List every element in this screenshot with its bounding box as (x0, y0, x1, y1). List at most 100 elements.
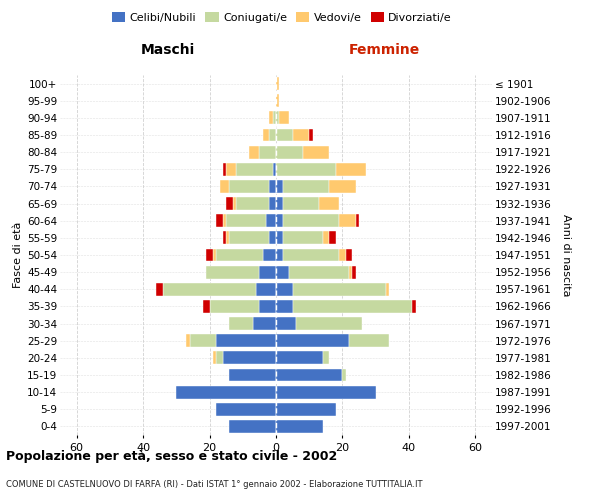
Bar (216, 352, 223, 364)
Bar (276, 420, 323, 433)
Bar (226, 214, 266, 227)
Bar (339, 214, 356, 227)
Legend: Celibi/Nubili, Coniugati/e, Vedovi/e, Divorziati/e: Celibi/Nubili, Coniugati/e, Vedovi/e, Di… (107, 8, 457, 28)
Bar (223, 214, 226, 227)
Bar (163, 283, 256, 296)
Bar (269, 232, 276, 244)
Bar (356, 214, 359, 227)
Bar (259, 146, 276, 158)
Bar (259, 266, 276, 278)
Bar (263, 248, 276, 262)
Bar (216, 334, 276, 347)
Bar (293, 128, 309, 141)
Bar (276, 180, 283, 193)
Y-axis label: Anni di nascita: Anni di nascita (561, 214, 571, 296)
Bar (339, 248, 346, 262)
Bar (346, 248, 352, 262)
Bar (236, 197, 269, 210)
Bar (349, 266, 352, 278)
Bar (296, 317, 362, 330)
Bar (276, 128, 293, 141)
Bar (213, 352, 216, 364)
Bar (216, 248, 263, 262)
Bar (266, 214, 276, 227)
Bar (157, 283, 163, 296)
Bar (269, 128, 276, 141)
Bar (276, 266, 289, 278)
Text: Maschi: Maschi (141, 44, 195, 58)
Bar (412, 300, 416, 313)
Bar (213, 248, 216, 262)
Bar (276, 352, 323, 364)
Bar (276, 300, 293, 313)
Bar (329, 232, 336, 244)
Bar (276, 94, 280, 107)
Bar (289, 266, 349, 278)
Bar (336, 163, 366, 175)
Bar (206, 248, 213, 262)
Bar (216, 214, 223, 227)
Bar (293, 283, 386, 296)
Bar (220, 180, 229, 193)
Bar (276, 197, 283, 210)
Bar (190, 334, 216, 347)
Bar (283, 214, 339, 227)
Bar (343, 368, 346, 382)
Bar (272, 112, 276, 124)
Bar (263, 128, 269, 141)
Bar (283, 180, 329, 193)
Bar (276, 248, 283, 262)
Bar (349, 334, 389, 347)
Bar (352, 266, 356, 278)
Bar (272, 163, 276, 175)
Bar (276, 386, 376, 398)
Bar (223, 163, 226, 175)
Bar (259, 300, 276, 313)
Bar (283, 248, 339, 262)
Bar (176, 386, 276, 398)
Bar (233, 197, 236, 210)
Bar (276, 146, 302, 158)
Text: COMUNE DI CASTELNUOVO DI FARFA (RI) - Dati ISTAT 1° gennaio 2002 - Elaborazione : COMUNE DI CASTELNUOVO DI FARFA (RI) - Da… (6, 480, 422, 489)
Bar (323, 232, 329, 244)
Bar (309, 128, 313, 141)
Bar (276, 232, 283, 244)
Bar (223, 352, 276, 364)
Bar (319, 197, 339, 210)
Bar (280, 112, 289, 124)
Bar (269, 180, 276, 193)
Bar (276, 112, 280, 124)
Bar (256, 283, 276, 296)
Bar (276, 334, 349, 347)
Bar (253, 317, 276, 330)
Y-axis label: Fasce di età: Fasce di età (13, 222, 23, 288)
Bar (323, 352, 329, 364)
Bar (236, 163, 272, 175)
Bar (229, 368, 276, 382)
Bar (302, 146, 329, 158)
Bar (283, 232, 323, 244)
Text: Femmine: Femmine (349, 44, 419, 58)
Bar (293, 300, 412, 313)
Bar (250, 146, 259, 158)
Bar (203, 300, 209, 313)
Bar (229, 180, 269, 193)
Bar (226, 232, 229, 244)
Bar (276, 283, 293, 296)
Bar (283, 197, 319, 210)
Bar (226, 197, 233, 210)
Text: Popolazione per età, sesso e stato civile - 2002: Popolazione per età, sesso e stato civil… (6, 450, 337, 463)
Bar (229, 317, 253, 330)
Bar (229, 232, 269, 244)
Bar (276, 368, 343, 382)
Bar (386, 283, 389, 296)
Bar (223, 232, 226, 244)
Bar (276, 214, 283, 227)
Bar (269, 197, 276, 210)
Bar (276, 403, 336, 415)
Bar (186, 334, 190, 347)
Bar (206, 266, 259, 278)
Bar (276, 317, 296, 330)
Bar (276, 77, 280, 90)
Bar (216, 403, 276, 415)
